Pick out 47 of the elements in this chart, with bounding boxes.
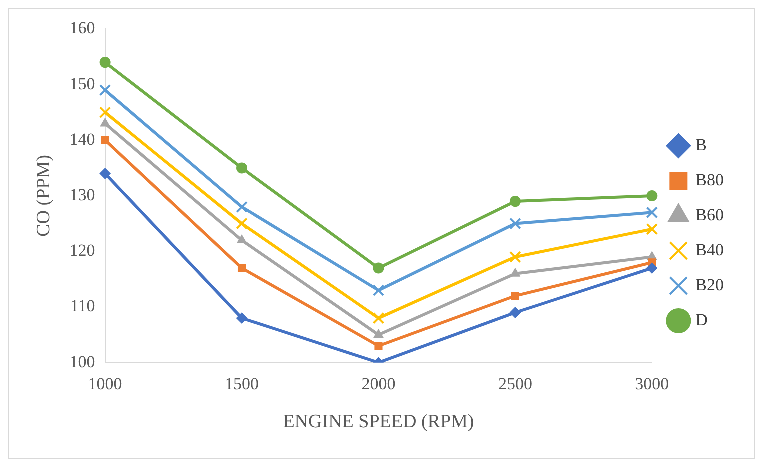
point — [99, 84, 112, 96]
legend-label: B — [696, 135, 708, 154]
legend-label: B20 — [696, 275, 724, 294]
point — [100, 57, 111, 68]
point — [372, 284, 385, 296]
legend-label: B80 — [696, 170, 724, 190]
point — [373, 262, 384, 274]
point — [646, 206, 658, 219]
point — [99, 106, 112, 119]
point — [509, 251, 522, 264]
point — [646, 262, 658, 274]
y-tick-label: 160 — [70, 18, 96, 38]
x-axis-title: ENGINE SPEED (RPM) — [283, 412, 474, 433]
y-tick-label: 140 — [70, 130, 96, 149]
point — [374, 342, 383, 350]
legend-label: D — [696, 310, 708, 330]
legend-label: B60 — [696, 205, 724, 224]
x-tick-label: 1500 — [225, 374, 260, 394]
point — [236, 218, 248, 230]
y-tick-label: 110 — [70, 296, 96, 316]
x-tick-label: 2500 — [498, 374, 532, 394]
y-axis-title: CO (PPM) — [33, 155, 54, 237]
point — [236, 201, 248, 214]
point — [100, 168, 111, 180]
point — [236, 312, 248, 324]
point — [510, 307, 521, 318]
y-tick-label: 120 — [70, 241, 96, 260]
x-tick-label: 1000 — [88, 374, 122, 394]
point — [646, 223, 658, 236]
x-tick-label: 2000 — [362, 374, 396, 394]
y-tick-label: 150 — [70, 74, 96, 94]
point — [646, 190, 658, 202]
point — [100, 118, 110, 127]
x-tick-label: 3000 — [635, 374, 670, 394]
y-tick-label: 100 — [70, 352, 96, 372]
point — [511, 292, 520, 300]
point — [510, 268, 520, 277]
point — [238, 264, 246, 272]
point — [237, 234, 247, 244]
point — [101, 136, 110, 144]
point — [374, 330, 384, 338]
point — [510, 196, 521, 208]
point — [236, 162, 248, 174]
y-tick-label: 130 — [70, 185, 96, 204]
point — [509, 218, 522, 230]
legend-label: B40 — [696, 240, 724, 260]
point — [372, 312, 385, 324]
